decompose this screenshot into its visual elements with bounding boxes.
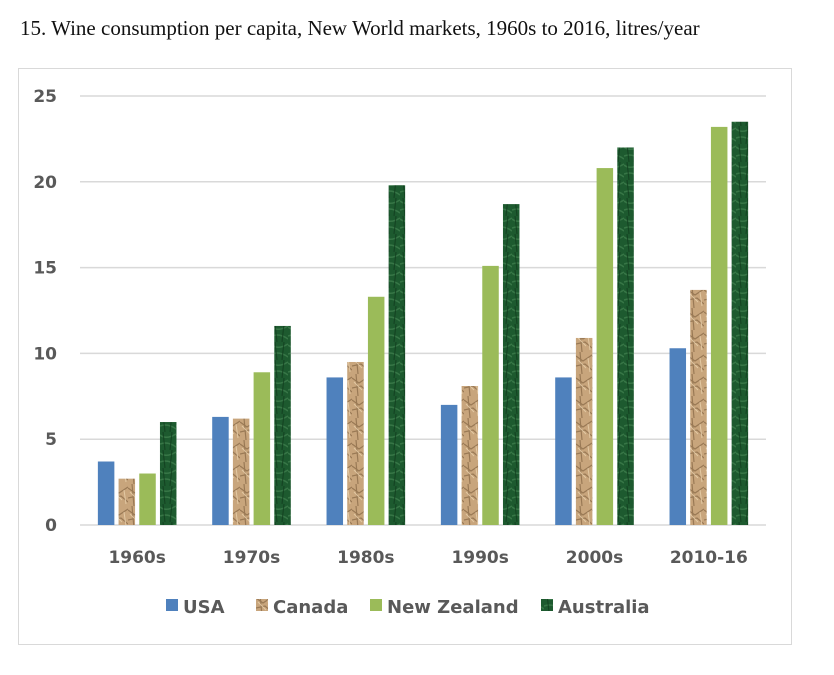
chart-frame (18, 68, 792, 645)
bar-canada-1970s (232, 418, 250, 525)
legend-swatch (541, 599, 553, 611)
legend-label: Canada (273, 597, 348, 618)
chart-title: 15. Wine consumption per capita, New Wor… (20, 16, 700, 40)
legend-label: New Zealand (387, 597, 519, 618)
x-tick-label: 2000s (566, 548, 623, 568)
y-tick-label: 15 (33, 259, 57, 279)
bar-australia-1960s (159, 422, 177, 525)
bar-australia-1990s (502, 204, 520, 525)
y-tick-label: 20 (33, 173, 57, 193)
bar-new-zealand-1970s (253, 372, 271, 525)
bar-new-zealand-1980s (367, 296, 385, 525)
x-tick-label: 1990s (451, 548, 508, 568)
legend-label: USA (183, 597, 225, 618)
y-tick-label: 0 (45, 516, 57, 536)
legend-swatch (256, 599, 268, 611)
bar-new-zealand-2010-16 (710, 126, 728, 525)
bar-canada-1960s (118, 478, 136, 525)
bar-usa-2010-16 (669, 348, 687, 525)
x-tick-label: 2010-16 (670, 548, 748, 568)
legend-item-australia: Australia (541, 597, 650, 618)
x-tick-label: 1960s (108, 548, 165, 568)
y-tick-label: 10 (33, 344, 57, 364)
bar-australia-1970s (274, 325, 291, 525)
legend-item-canada: Canada (256, 597, 348, 618)
bar-new-zealand-1960s (139, 473, 156, 525)
bar-new-zealand-1990s (482, 265, 499, 525)
bar-usa-1990s (440, 404, 458, 525)
legend-swatch (166, 599, 178, 611)
legend-label: Australia (558, 597, 650, 618)
legend-item-usa: USA (166, 597, 225, 618)
bar-canada-2010-16 (690, 289, 707, 525)
bar-usa-1970s (212, 416, 229, 525)
bar-australia-2010-16 (731, 121, 749, 526)
bar-usa-1980s (326, 377, 344, 525)
x-tick-label: 1980s (337, 548, 394, 568)
y-tick-label: 25 (33, 87, 57, 107)
bar-usa-1960s (97, 461, 115, 525)
bar-new-zealand-2000s (596, 168, 614, 525)
legend-item-new-zealand: New Zealand (370, 597, 519, 618)
bar-canada-2000s (575, 337, 593, 525)
bar-australia-2000s (617, 147, 634, 526)
y-tick-label: 5 (45, 430, 57, 450)
x-tick-label: 1970s (223, 548, 280, 568)
legend-swatch (370, 599, 382, 611)
bar-canada-1990s (461, 386, 479, 525)
bar-australia-1980s (388, 185, 406, 525)
bar-canada-1980s (347, 361, 364, 525)
bar-usa-2000s (555, 377, 572, 525)
